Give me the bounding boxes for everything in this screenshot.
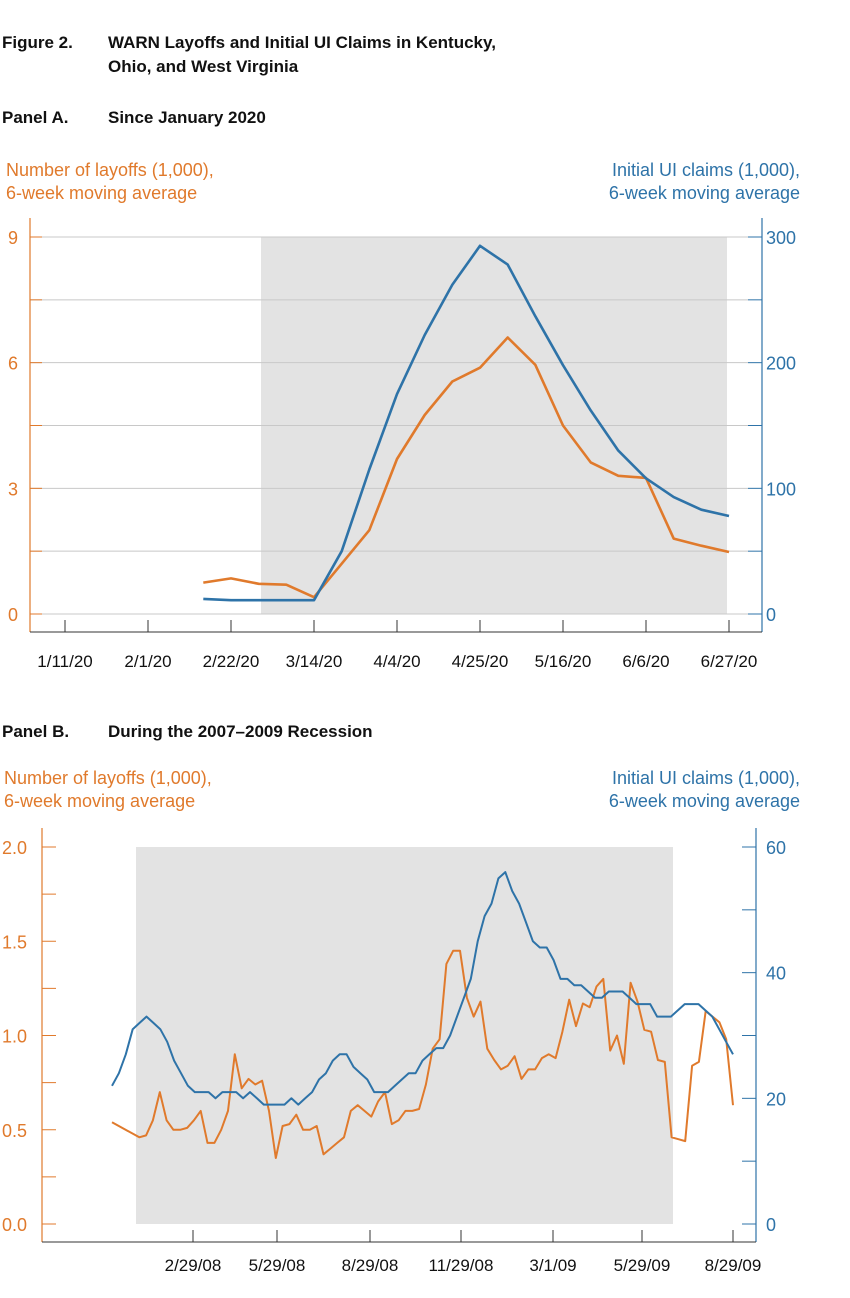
x-axis-tick-label: 5/29/08 (249, 1256, 306, 1275)
right-axis-tick-label: 200 (766, 354, 796, 374)
left-axis-tick-label: 9 (8, 228, 18, 248)
x-axis-tick-label: 11/29/08 (429, 1256, 494, 1275)
x-axis-tick-label: 8/29/09 (705, 1256, 762, 1275)
x-axis-tick-label: 3/14/20 (286, 652, 343, 671)
panel-b-left-axis-title-line-2: 6-week moving average (4, 790, 212, 813)
x-axis-tick-label: 5/16/20 (535, 652, 592, 671)
right-axis-tick-label: 20 (766, 1089, 786, 1109)
panel-b-right-axis-title-line-2: 6-week moving average (609, 790, 800, 813)
right-axis-tick-label: 40 (766, 964, 786, 984)
x-axis-tick-label: 8/29/08 (342, 1256, 399, 1275)
x-axis-tick-label: 2/29/08 (165, 1256, 222, 1275)
panel-b-chart: 0.0 0.5 1.0 1.5 2.0 0 20 40 60 2/29/08 5/29/08 8/29… (0, 820, 850, 1290)
panel-b-right-axis-title: Initial UI claims (1,000), 6-week moving… (609, 767, 800, 813)
panel-b-title: During the 2007–2009 Recession (108, 722, 373, 742)
right-axis-tick-label: 300 (766, 228, 796, 248)
right-axis-tick-label: 100 (766, 479, 796, 499)
x-axis-tick-label: 3/1/09 (529, 1256, 576, 1275)
panel-b-label: Panel B. (2, 722, 69, 742)
right-axis-tick-label: 0 (766, 1215, 776, 1235)
recession-shading (136, 847, 673, 1224)
x-axis-tick-label: 6/6/20 (622, 652, 669, 671)
left-axis-tick-label: 0.5 (2, 1121, 27, 1141)
x-axis-tick-label: 6/27/20 (701, 652, 758, 671)
left-axis-tick-label: 0 (8, 605, 18, 625)
x-axis-tick-label: 4/4/20 (373, 652, 420, 671)
left-axis-tick-label: 6 (8, 354, 18, 374)
left-axis-tick-label: 1.0 (2, 1027, 27, 1047)
x-axis-tick-label: 2/1/20 (124, 652, 171, 671)
panel-b-left-axis-title-line-1: Number of layoffs (1,000), (4, 767, 212, 790)
left-axis-tick-label: 3 (8, 479, 18, 499)
left-axis-tick-label: 2.0 (2, 838, 27, 858)
x-axis-tick-label: 4/25/20 (452, 652, 509, 671)
right-axis-tick-label: 60 (766, 838, 786, 858)
left-axis-tick-label: 0.0 (2, 1215, 27, 1235)
panel-a-chart: 0 3 6 9 0 100 200 300 1/11/20 2/1/20 2/22/20 3/14/2… (0, 0, 850, 690)
right-axis-tick-label: 0 (766, 605, 776, 625)
x-axis-tick-label: 2/22/20 (203, 652, 260, 671)
x-axis-tick-label: 1/11/20 (37, 652, 92, 671)
panel-b-right-axis-title-line-1: Initial UI claims (1,000), (609, 767, 800, 790)
left-axis-tick-label: 1.5 (2, 932, 27, 952)
panel-b-left-axis-title: Number of layoffs (1,000), 6-week moving… (4, 767, 212, 813)
x-axis-tick-label: 5/29/09 (614, 1256, 671, 1275)
